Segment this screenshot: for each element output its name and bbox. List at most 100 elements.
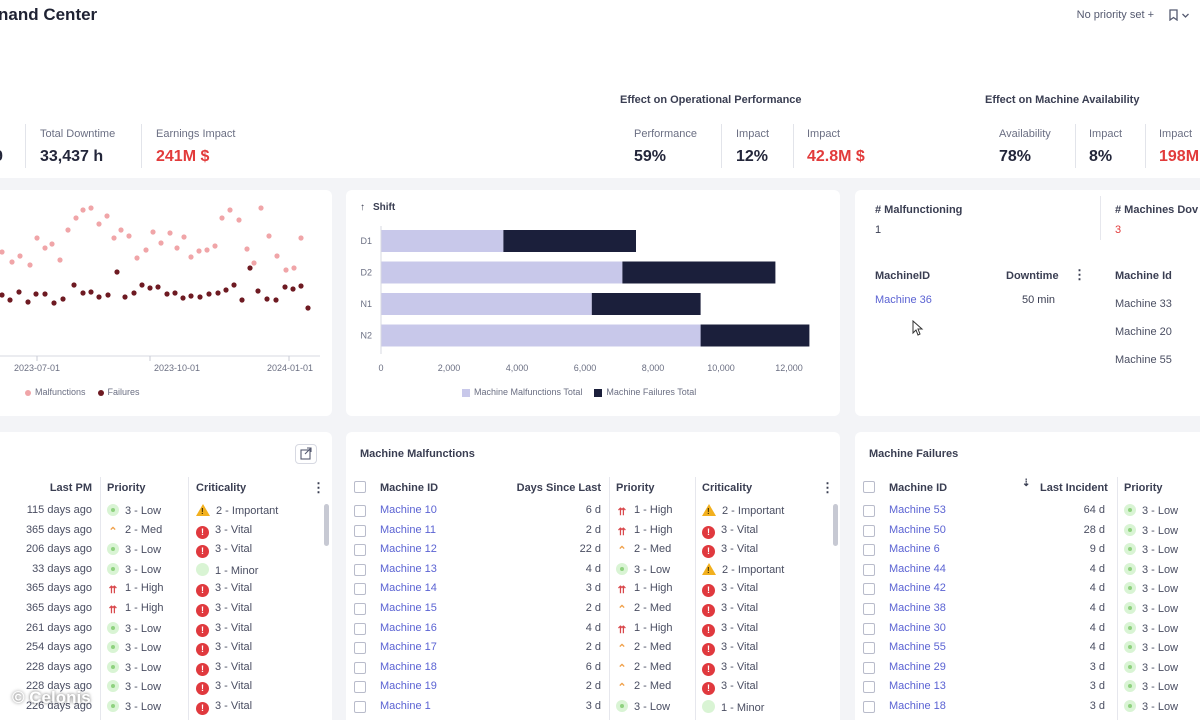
- table-row[interactable]: Machine 19 2 d ⌃ 2 - Med! 3 - Vital: [346, 677, 840, 697]
- row-checkbox[interactable]: [863, 583, 875, 596]
- col-last-incident[interactable]: Last Incident: [1040, 482, 1108, 494]
- table-row[interactable]: 254 days ago 3 - Low! 3 - Vital: [0, 638, 332, 658]
- bar-failures[interactable]: [700, 324, 810, 347]
- col-machine-id[interactable]: Machine ID: [380, 482, 439, 494]
- bar-malfunctions[interactable]: [381, 293, 592, 315]
- scrollbar[interactable]: [324, 504, 329, 546]
- table-row[interactable]: 206 days ago 3 - Low! 3 - Vital: [0, 540, 332, 560]
- machine-link[interactable]: Machine 42: [889, 582, 946, 595]
- col-machine-id-2[interactable]: Machine Id: [1115, 270, 1172, 282]
- row-checkbox[interactable]: [863, 544, 875, 557]
- bar-failures[interactable]: [591, 293, 701, 315]
- row-checkbox[interactable]: [354, 544, 366, 557]
- table-row[interactable]: Machine 6 9 d 3 - Low: [855, 540, 1200, 560]
- table-row[interactable]: 115 days ago 3 - Low 2 - Important: [0, 501, 332, 521]
- table-row[interactable]: 228 days ago 3 - Low! 3 - Vital: [0, 658, 332, 678]
- row-checkbox[interactable]: [863, 700, 875, 713]
- col-last-pm[interactable]: Last PM: [49, 482, 92, 494]
- row-checkbox[interactable]: [863, 505, 875, 517]
- table-row[interactable]: 261 days ago 3 - Low! 3 - Vital: [0, 619, 332, 639]
- table-row[interactable]: Machine 13 3 d 3 - Low: [855, 677, 1200, 697]
- machine-link[interactable]: Machine 55: [889, 641, 946, 654]
- row-checkbox[interactable]: [354, 681, 366, 694]
- col-criticality[interactable]: Criticality: [196, 482, 247, 494]
- col-downtime[interactable]: Downtime: [1006, 270, 1059, 282]
- table-row[interactable]: Machine 10 6 d ⇈ 1 - High 2 - Important: [346, 501, 840, 521]
- table-row[interactable]: Machine 13 4 d 3 - Low 2 - Important: [346, 560, 840, 580]
- machine-link[interactable]: Machine 30: [889, 621, 946, 634]
- machine-link[interactable]: Machine 16: [380, 621, 437, 634]
- row-checkbox[interactable]: [863, 622, 875, 635]
- row-checkbox[interactable]: [354, 563, 366, 576]
- row-checkbox[interactable]: [354, 700, 366, 713]
- machine-link[interactable]: Machine 6: [889, 543, 940, 556]
- row-checkbox[interactable]: [863, 602, 875, 615]
- select-all-checkbox[interactable]: [354, 481, 366, 493]
- scrollbar[interactable]: [833, 504, 838, 546]
- row-checkbox[interactable]: [354, 661, 366, 674]
- table-row[interactable]: Machine 38 4 d 3 - Low: [855, 599, 1200, 619]
- table-row[interactable]: Machine 1 3 d 3 - Low 1 - Minor: [346, 697, 840, 717]
- col-criticality[interactable]: Criticality: [702, 482, 753, 494]
- machine-item[interactable]: Machine 20: [1115, 326, 1172, 338]
- machine-link[interactable]: Machine 53: [889, 504, 946, 516]
- machine-link[interactable]: Machine 1: [380, 699, 431, 712]
- export-button[interactable]: [295, 444, 317, 464]
- machine-link[interactable]: Machine 18: [889, 699, 946, 712]
- table-row[interactable]: Machine 16 4 d ⇈ 1 - High! 3 - Vital: [346, 619, 840, 639]
- row-checkbox[interactable]: [354, 602, 366, 615]
- table-row[interactable]: Machine 14 3 d ⇈ 1 - High! 3 - Vital: [346, 579, 840, 599]
- machine-link[interactable]: Machine 11: [380, 523, 437, 536]
- legend-malfunctions[interactable]: Malfunctions: [25, 387, 86, 397]
- row-checkbox[interactable]: [354, 642, 366, 655]
- sort-desc-icon[interactable]: ⇣: [1022, 478, 1031, 489]
- table-row[interactable]: 365 days ago ⇈ 1 - High! 3 - Vital: [0, 599, 332, 619]
- table-row[interactable]: 365 days ago ⌃ 2 - Med! 3 - Vital: [0, 521, 332, 541]
- table-row[interactable]: Machine 29 3 d 3 - Low: [855, 658, 1200, 678]
- bar-malfunctions[interactable]: [381, 324, 701, 347]
- table-row[interactable]: Machine 50 28 d 3 - Low: [855, 521, 1200, 541]
- machine-link[interactable]: Machine 29: [889, 660, 946, 673]
- table-row[interactable]: Machine 15 2 d ⌃ 2 - Med! 3 - Vital: [346, 599, 840, 619]
- table-row[interactable]: Machine 11 2 d ⇈ 1 - High! 3 - Vital: [346, 521, 840, 541]
- legend-failures[interactable]: Failures: [97, 387, 140, 397]
- more-options-icon[interactable]: ⋮: [1073, 267, 1086, 282]
- priority-selector[interactable]: No priority set +: [1076, 9, 1154, 21]
- machine-link[interactable]: Machine 13: [889, 680, 946, 693]
- machine-link[interactable]: Machine 18: [380, 660, 437, 673]
- table-row[interactable]: Machine 12 22 d ⌃ 2 - Med! 3 - Vital: [346, 540, 840, 560]
- table-row[interactable]: Machine 44 4 d 3 - Low: [855, 560, 1200, 580]
- machine-link[interactable]: Machine 44: [889, 562, 946, 575]
- table-row[interactable]: Machine 42 4 d 3 - Low: [855, 579, 1200, 599]
- machine-link[interactable]: Machine 36: [875, 294, 932, 306]
- select-all-checkbox[interactable]: [863, 481, 875, 493]
- row-checkbox[interactable]: [354, 622, 366, 635]
- table-row[interactable]: Machine 30 4 d 3 - Low: [855, 619, 1200, 639]
- col-priority[interactable]: Priority: [1124, 482, 1163, 494]
- bar-failures[interactable]: [503, 230, 636, 252]
- row-checkbox[interactable]: [354, 505, 366, 517]
- col-days-since-last[interactable]: Days Since Last: [516, 482, 601, 494]
- machine-link[interactable]: Machine 17: [380, 641, 437, 654]
- more-options-icon[interactable]: ⋮: [821, 480, 834, 495]
- bar-malfunctions[interactable]: [381, 230, 504, 252]
- col-priority[interactable]: Priority: [107, 482, 146, 494]
- machine-link[interactable]: Machine 50: [889, 523, 946, 536]
- legend-malfunctions-total[interactable]: Machine Malfunctions Total: [462, 387, 582, 397]
- table-row[interactable]: 365 days ago ⇈ 1 - High! 3 - Vital: [0, 579, 332, 599]
- table-row[interactable]: Machine 18 6 d ⌃ 2 - Med! 3 - Vital: [346, 658, 840, 678]
- legend-failures-total[interactable]: Machine Failures Total: [594, 387, 696, 397]
- bar-failures[interactable]: [622, 261, 776, 284]
- machine-link[interactable]: Machine 10: [380, 504, 437, 516]
- col-priority[interactable]: Priority: [616, 482, 655, 494]
- row-checkbox[interactable]: [354, 583, 366, 596]
- row-checkbox[interactable]: [354, 524, 366, 537]
- table-row[interactable]: 228 days ago 3 - Low! 3 - Vital: [0, 677, 332, 697]
- row-checkbox[interactable]: [863, 563, 875, 576]
- col-machine-id[interactable]: MachineID: [875, 270, 931, 282]
- bar-malfunctions[interactable]: [381, 261, 623, 284]
- row-checkbox[interactable]: [863, 524, 875, 537]
- col-machine-id[interactable]: Machine ID: [889, 482, 948, 494]
- row-checkbox[interactable]: [863, 642, 875, 655]
- machine-link[interactable]: Machine 12: [380, 543, 437, 556]
